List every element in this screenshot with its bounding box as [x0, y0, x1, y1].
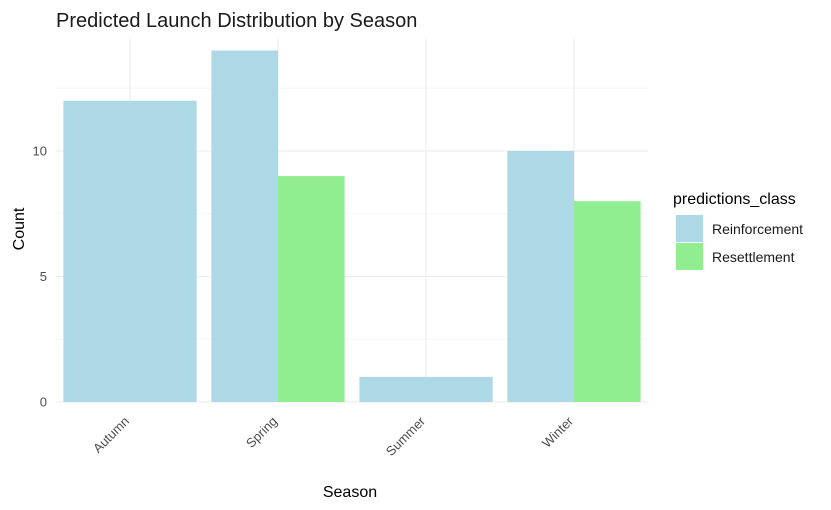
bar-autumn-reinforcement — [63, 100, 197, 403]
x-axis-title: Season — [323, 484, 377, 501]
legend-label-reinforcement: Reinforcement — [712, 221, 803, 237]
legend-label-resettlement: Resettlement — [712, 249, 795, 265]
bar-summer-reinforcement — [359, 376, 493, 402]
x-axis-ticks: Autumn Spring Summer Winter — [90, 413, 577, 459]
x-tick-label: Autumn — [90, 414, 132, 456]
y-tick-label: 5 — [40, 269, 47, 284]
bar-spring-resettlement — [278, 176, 345, 402]
x-tick-label: Winter — [539, 413, 577, 451]
y-axis-title: Count — [11, 207, 28, 250]
bar-spring-reinforcement — [211, 50, 278, 402]
legend-title: predictions_class — [673, 191, 796, 208]
bar-winter-reinforcement — [507, 150, 574, 402]
bar-winter-resettlement — [574, 201, 641, 402]
legend: predictions_class Reinforcement Resettlem… — [673, 191, 803, 270]
x-tick-label: Summer — [383, 413, 429, 459]
legend-key-reinforcement — [676, 215, 703, 242]
bars — [63, 50, 641, 403]
y-tick-label: 10 — [33, 143, 47, 158]
y-tick-label: 0 — [40, 395, 47, 410]
chart-title: Predicted Launch Distribution by Season — [56, 10, 417, 32]
legend-key-resettlement — [676, 243, 703, 270]
y-axis-ticks: 0 5 10 — [33, 143, 47, 409]
x-tick-label: Spring — [243, 414, 280, 451]
